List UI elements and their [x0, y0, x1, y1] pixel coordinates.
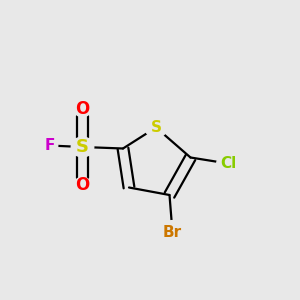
Ellipse shape — [217, 154, 239, 173]
Text: S: S — [151, 120, 161, 135]
Ellipse shape — [74, 102, 91, 117]
Text: O: O — [75, 100, 90, 118]
Text: F: F — [44, 138, 55, 153]
Ellipse shape — [41, 138, 58, 153]
Ellipse shape — [145, 118, 167, 137]
Ellipse shape — [159, 220, 186, 244]
Text: Br: Br — [163, 225, 182, 240]
Ellipse shape — [71, 137, 94, 157]
Text: Cl: Cl — [220, 156, 236, 171]
Text: O: O — [75, 176, 90, 194]
Text: S: S — [76, 138, 89, 156]
Ellipse shape — [74, 177, 91, 192]
